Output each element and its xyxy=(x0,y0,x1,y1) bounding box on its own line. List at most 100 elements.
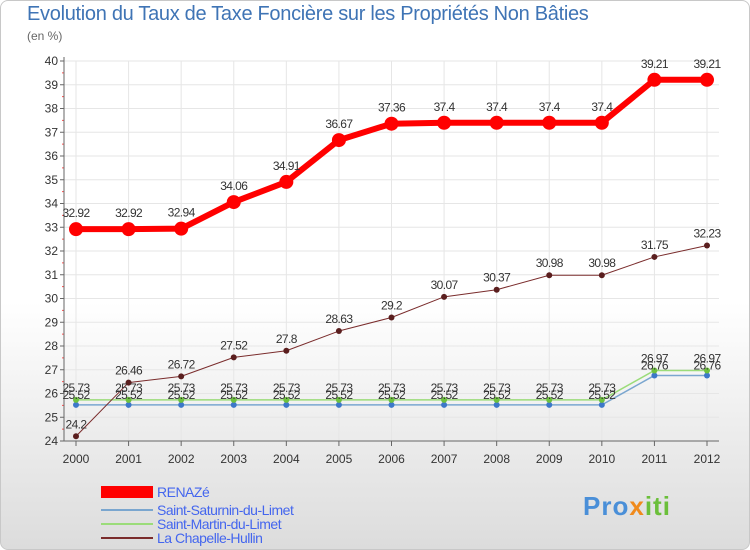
data-label: 25.73 xyxy=(273,381,301,395)
data-label: 37.4 xyxy=(434,100,456,114)
data-label: 25.52 xyxy=(62,388,90,402)
data-label: 25.73 xyxy=(483,381,511,395)
data-label: 26.46 xyxy=(115,364,143,378)
data-label: 25.73 xyxy=(62,381,90,395)
data-point xyxy=(178,401,185,408)
legend-label-1: Saint-Saturnin-du-Limet xyxy=(157,502,294,518)
data-point xyxy=(283,401,290,408)
data-point xyxy=(704,372,710,379)
data-label: 34.06 xyxy=(220,179,248,193)
data-label: 32.92 xyxy=(62,206,90,220)
data-point xyxy=(651,372,658,379)
y-tick-label: 29 xyxy=(45,315,59,329)
y-tick-label: 30 xyxy=(45,292,59,306)
data-label: 25.73 xyxy=(220,381,248,395)
data-label: 26.72 xyxy=(168,357,196,371)
y-tick-label: 37 xyxy=(45,125,59,139)
data-point xyxy=(73,396,79,403)
data-point xyxy=(598,272,605,279)
x-tick-label: 2005 xyxy=(326,452,353,466)
legend-label-0: RENAZé xyxy=(157,484,210,500)
data-point xyxy=(125,379,132,386)
data-label: 30.98 xyxy=(588,256,616,270)
data-point xyxy=(335,328,342,335)
logo-part-2: x xyxy=(629,491,645,521)
y-tick-label: 26 xyxy=(45,387,59,401)
data-label: 25.73 xyxy=(588,381,616,395)
proxiti-logo: Proxiti xyxy=(583,491,671,522)
data-label: 25.52 xyxy=(115,388,143,402)
y-tick-label: 31 xyxy=(45,268,59,282)
data-point xyxy=(73,433,79,440)
y-tick-label: 25 xyxy=(45,410,59,424)
data-point xyxy=(69,222,83,237)
logo-part-1: Pro xyxy=(583,491,630,521)
x-tick-label: 2009 xyxy=(536,452,563,466)
data-point xyxy=(174,221,189,236)
data-label: 39.21 xyxy=(693,57,721,71)
data-point xyxy=(230,354,237,361)
data-point xyxy=(178,396,185,403)
legend-label-3: La Chapelle-Hullin xyxy=(157,530,262,546)
y-tick-label: 32 xyxy=(45,244,59,258)
data-point xyxy=(437,115,452,130)
data-point xyxy=(73,401,79,408)
data-point xyxy=(546,401,553,408)
data-label: 25.73 xyxy=(168,381,196,395)
y-tick-label: 34 xyxy=(45,197,59,211)
x-tick-label: 2004 xyxy=(273,452,300,466)
data-label: 29.2 xyxy=(381,299,403,313)
chart-title: Evolution du Taux de Taxe Foncière sur l… xyxy=(27,3,589,25)
data-point xyxy=(493,401,500,408)
data-point xyxy=(279,174,294,189)
data-label: 27.52 xyxy=(220,338,248,352)
logo-part-3: iti xyxy=(644,491,671,521)
data-label: 32.92 xyxy=(115,206,143,220)
x-tick-label: 2000 xyxy=(63,452,90,466)
data-label: 24.2 xyxy=(66,417,88,431)
data-point xyxy=(704,242,710,249)
data-label: 25.52 xyxy=(325,388,353,402)
data-point xyxy=(226,195,241,210)
data-point xyxy=(598,401,605,408)
y-tick-label: 38 xyxy=(45,102,59,116)
data-point xyxy=(441,396,448,403)
data-point xyxy=(388,396,395,403)
data-label: 25.52 xyxy=(220,388,248,402)
data-point xyxy=(283,347,290,354)
y-tick-label: 39 xyxy=(45,78,59,92)
data-point xyxy=(493,396,500,403)
data-point xyxy=(594,115,609,130)
data-label: 37.4 xyxy=(486,100,508,114)
data-point xyxy=(121,222,136,237)
x-tick-label: 2002 xyxy=(168,452,195,466)
data-label: 32.94 xyxy=(168,206,196,220)
data-label: 37.36 xyxy=(378,101,406,115)
x-tick-label: 2012 xyxy=(694,452,721,466)
data-point xyxy=(489,115,504,130)
data-label: 37.4 xyxy=(591,100,613,114)
data-point xyxy=(598,396,605,403)
data-label: 25.52 xyxy=(431,388,459,402)
data-point xyxy=(384,116,399,131)
data-label: 27.8 xyxy=(276,332,298,346)
data-label: 25.52 xyxy=(536,388,564,402)
x-tick-label: 2010 xyxy=(588,452,615,466)
data-point xyxy=(542,115,557,130)
x-tick-label: 2006 xyxy=(378,452,405,466)
data-label: 25.52 xyxy=(168,388,196,402)
y-tick-label: 35 xyxy=(45,173,59,187)
data-point xyxy=(441,293,448,300)
data-point xyxy=(335,396,342,403)
data-label: 26.76 xyxy=(641,358,669,372)
data-point xyxy=(493,286,500,293)
data-label: 25.73 xyxy=(378,381,406,395)
data-point xyxy=(230,396,237,403)
data-label: 25.52 xyxy=(483,388,511,402)
data-point xyxy=(546,272,553,279)
data-point xyxy=(335,401,342,408)
data-point xyxy=(283,396,290,403)
data-point xyxy=(331,133,346,148)
data-point xyxy=(651,253,658,260)
